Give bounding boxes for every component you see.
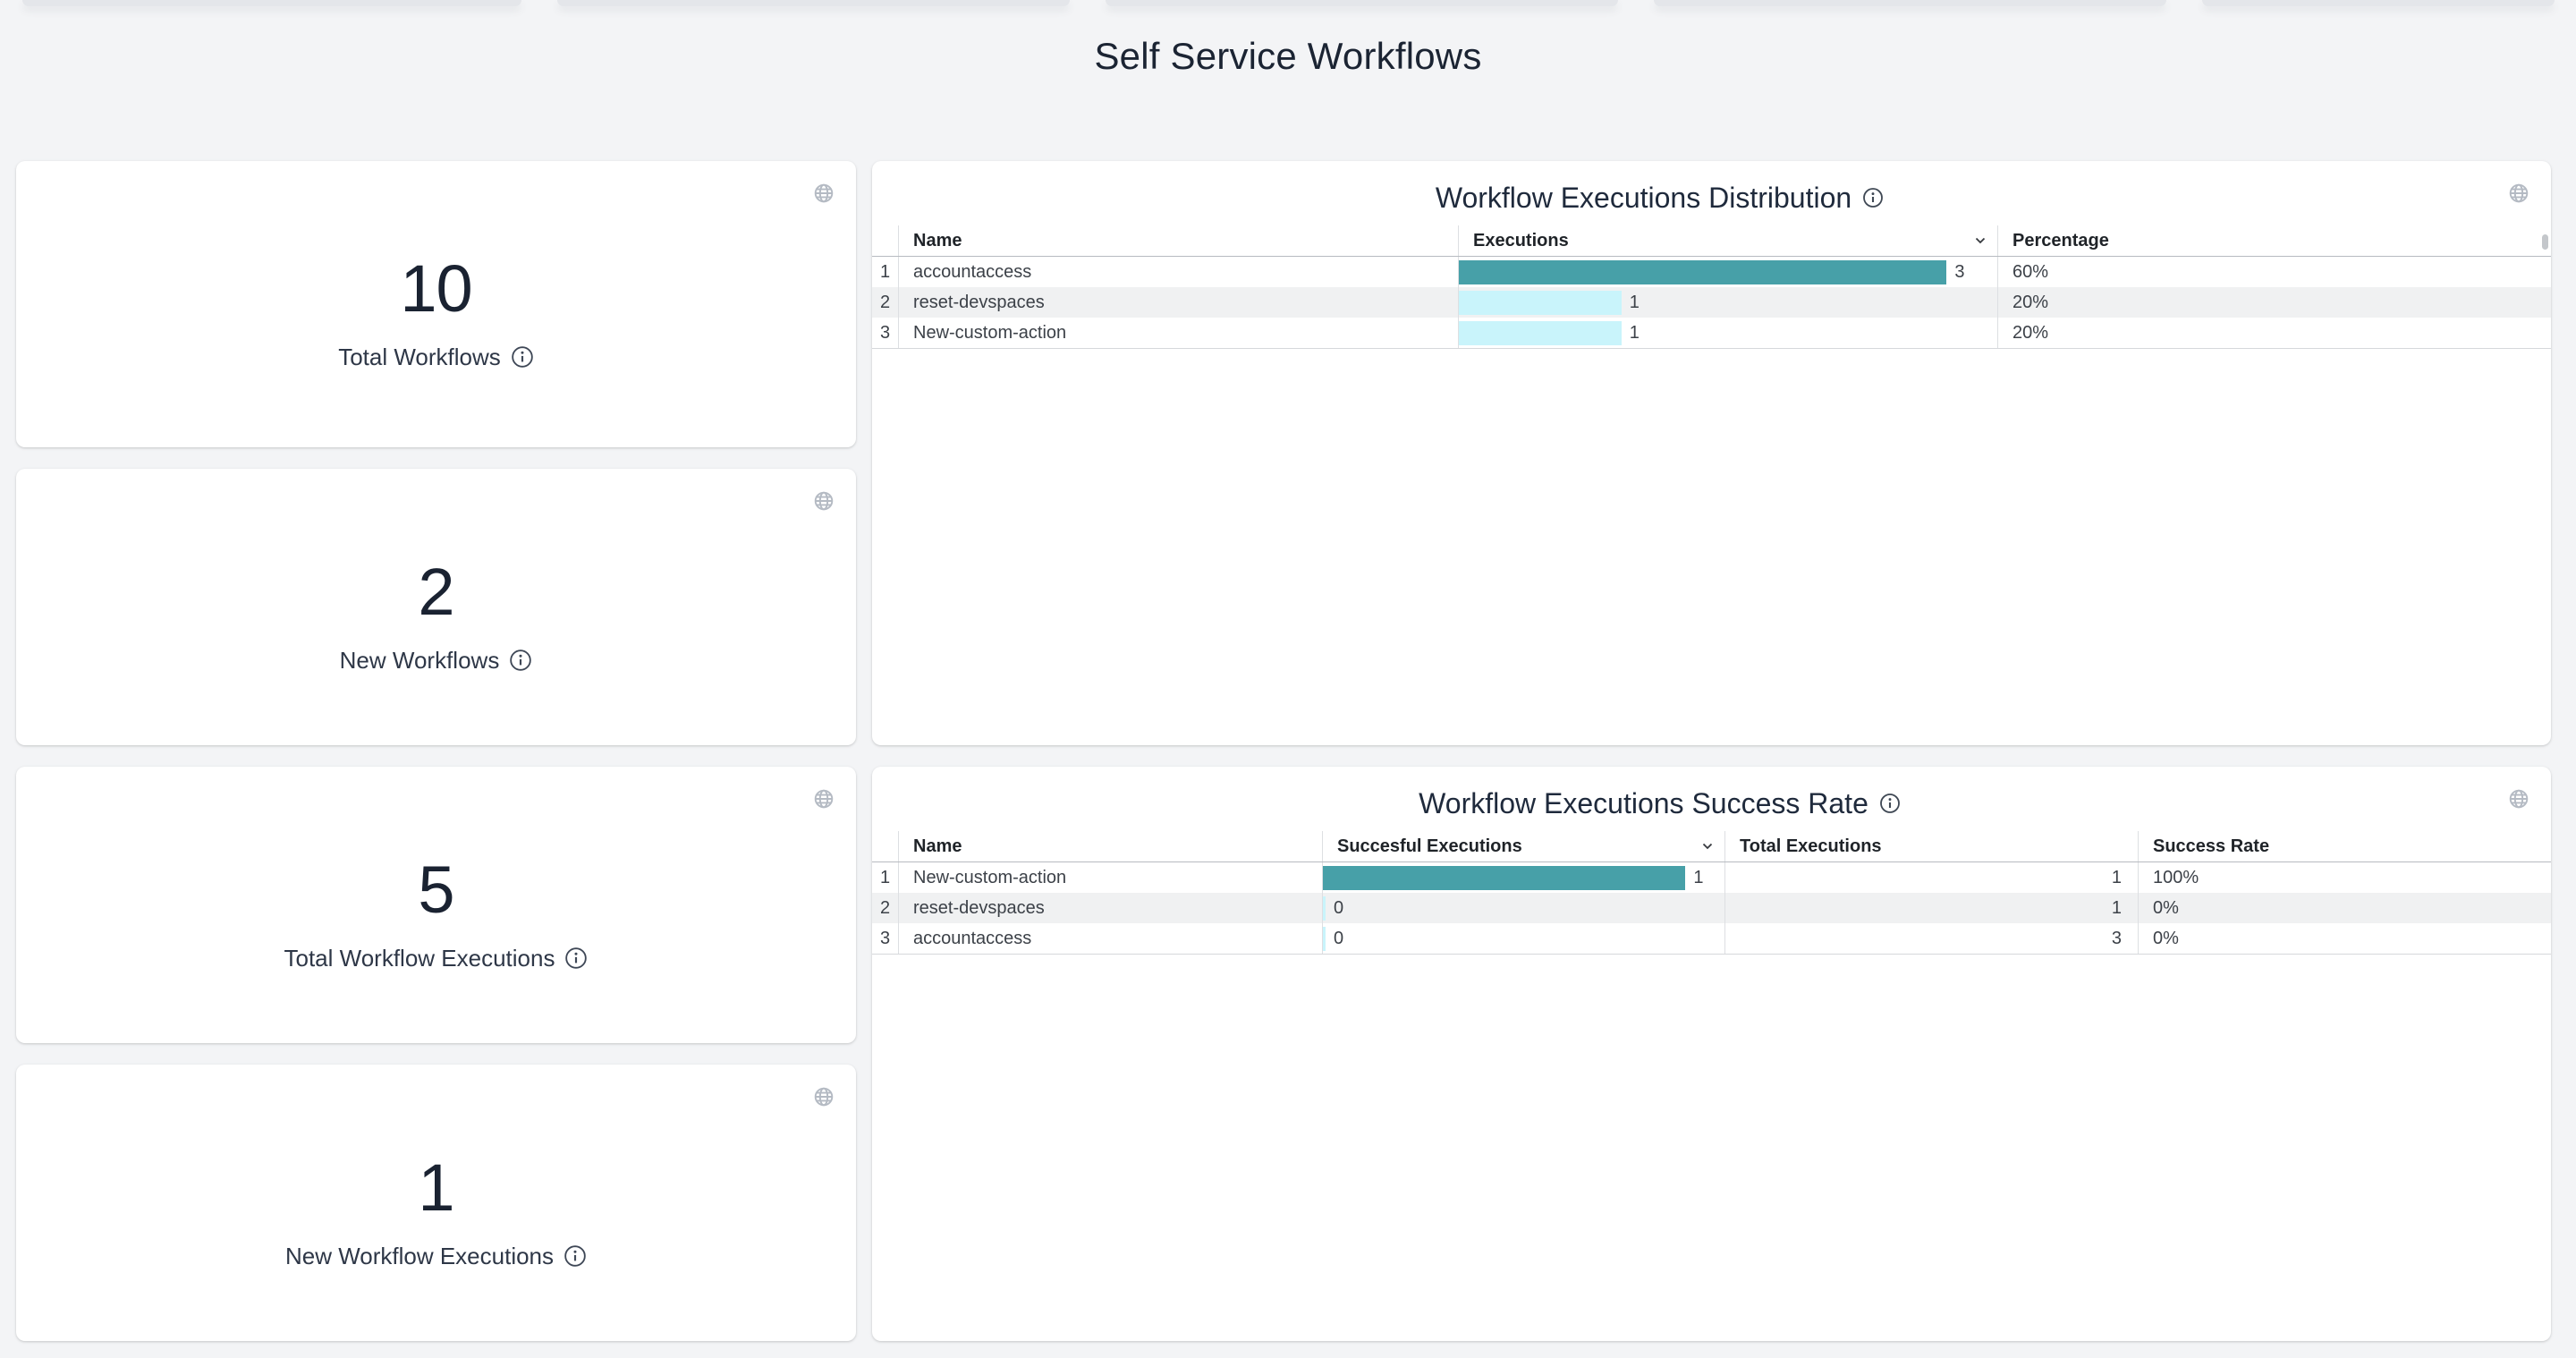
stat-label: Total Workflows	[338, 344, 501, 370]
stat-label: New Workflows	[340, 647, 500, 674]
globe-icon[interactable]	[813, 1086, 835, 1108]
stat-card-new-workflow-executions: 1 New Workflow Executions	[16, 1065, 856, 1341]
successful-executions-bar	[1323, 927, 1326, 951]
globe-icon[interactable]	[813, 490, 835, 512]
workflow-name: New-custom-action	[898, 862, 1322, 893]
card-edge-strip	[22, 0, 521, 6]
stat-value: 10	[400, 254, 471, 324]
stat-card-total-workflows: 10 Total Workflows	[16, 161, 856, 447]
stat-label: New Workflow Executions	[285, 1243, 554, 1269]
percentage-value: 20%	[1997, 318, 2551, 348]
executions-value: 3	[1954, 262, 1964, 283]
row-index: 1	[872, 862, 898, 893]
table-row: 2 reset-devspaces 1 20%	[872, 287, 2551, 318]
column-header-name[interactable]: Name	[898, 831, 1322, 861]
globe-icon[interactable]	[2508, 788, 2529, 810]
executions-bar	[1459, 260, 1946, 284]
column-header-name[interactable]: Name	[898, 225, 1458, 256]
workflow-executions-success-rate-card: Workflow Executions Success Rate Name Su…	[872, 767, 2551, 1341]
successful-executions-value: 1	[1693, 868, 1703, 888]
card-title: Workflow Executions Distribution	[1436, 179, 1852, 216]
stat-value: 1	[418, 1153, 453, 1223]
successful-executions-value: 0	[1334, 929, 1343, 949]
dashboard-grid: 10 Total Workflows 2 New Workflows	[16, 161, 2551, 1341]
globe-icon[interactable]	[813, 788, 835, 810]
stat-value: 2	[418, 557, 453, 627]
info-icon[interactable]	[564, 946, 588, 970]
row-index: 2	[872, 287, 898, 318]
table-row: 1 accountaccess 3 60%	[872, 257, 2551, 287]
table-row: 2 reset-devspaces 0 1 0%	[872, 893, 2551, 923]
info-icon[interactable]	[1879, 793, 1901, 814]
stat-value: 5	[418, 855, 453, 925]
successful-executions-bar	[1323, 896, 1326, 921]
page-title: Self Service Workflows	[0, 0, 2576, 79]
workflow-name: New-custom-action	[898, 318, 1458, 348]
row-index: 2	[872, 893, 898, 923]
scrolled-cards-edge	[0, 0, 2576, 9]
executions-bar	[1459, 291, 1622, 315]
successful-executions-bar	[1323, 866, 1685, 890]
success-rate-value: 0%	[2138, 893, 2551, 923]
table-row: 3 accountaccess 0 3 0%	[872, 923, 2551, 955]
info-icon[interactable]	[511, 345, 534, 369]
workflow-name: reset-devspaces	[898, 893, 1322, 923]
workflow-name: reset-devspaces	[898, 287, 1458, 318]
card-edge-strip	[557, 0, 1070, 6]
info-icon[interactable]	[509, 649, 532, 672]
percentage-value: 60%	[1997, 257, 2551, 287]
stat-card-new-workflows: 2 New Workflows	[16, 469, 856, 745]
globe-icon[interactable]	[2508, 182, 2529, 204]
percentage-value: 20%	[1997, 287, 2551, 318]
card-edge-strip	[1654, 0, 2166, 6]
success-rate-value: 0%	[2138, 923, 2551, 954]
row-index: 3	[872, 923, 898, 954]
card-edge-strip	[1106, 0, 1618, 6]
globe-icon[interactable]	[813, 182, 835, 204]
total-executions-value: 1	[1724, 893, 2138, 923]
stat-card-total-workflow-executions: 5 Total Workflow Executions	[16, 767, 856, 1043]
distribution-table: Name Executions Percentage 1 accountacce…	[872, 225, 2551, 349]
column-header-total-executions[interactable]: Total Executions	[1724, 831, 2138, 861]
column-header-executions[interactable]: Executions	[1458, 225, 1997, 256]
info-icon[interactable]	[564, 1244, 587, 1268]
info-icon[interactable]	[1862, 187, 1884, 208]
total-executions-value: 1	[1724, 862, 2138, 893]
success-rate-table: Name Succesful Executions Total Executio…	[872, 831, 2551, 955]
executions-value: 1	[1630, 293, 1640, 313]
successful-executions-value: 0	[1334, 898, 1343, 919]
column-header-success-rate[interactable]: Success Rate	[2138, 831, 2551, 861]
executions-bar	[1459, 321, 1622, 345]
workflow-executions-distribution-card: Workflow Executions Distribution Name Ex…	[872, 161, 2551, 745]
table-row: 1 New-custom-action 1 1 100%	[872, 862, 2551, 893]
stat-label: Total Workflow Executions	[284, 945, 555, 972]
card-edge-strip	[2202, 0, 2555, 6]
row-index: 1	[872, 257, 898, 287]
card-title: Workflow Executions Success Rate	[1419, 785, 1868, 822]
row-index: 3	[872, 318, 898, 348]
executions-value: 1	[1630, 323, 1640, 344]
workflow-name: accountaccess	[898, 257, 1458, 287]
column-header-successful-executions[interactable]: Succesful Executions	[1322, 831, 1724, 861]
column-header-percentage[interactable]: Percentage	[1997, 225, 2551, 256]
table-row: 3 New-custom-action 1 20%	[872, 318, 2551, 349]
success-rate-value: 100%	[2138, 862, 2551, 893]
chevron-down-icon[interactable]	[1699, 838, 1716, 854]
table-header-row: Name Executions Percentage	[872, 225, 2551, 257]
total-executions-value: 3	[1724, 923, 2138, 954]
workflow-name: accountaccess	[898, 923, 1322, 954]
scrollbar-thumb[interactable]	[2542, 234, 2548, 250]
chevron-down-icon[interactable]	[1972, 233, 1988, 249]
table-header-row: Name Succesful Executions Total Executio…	[872, 831, 2551, 862]
